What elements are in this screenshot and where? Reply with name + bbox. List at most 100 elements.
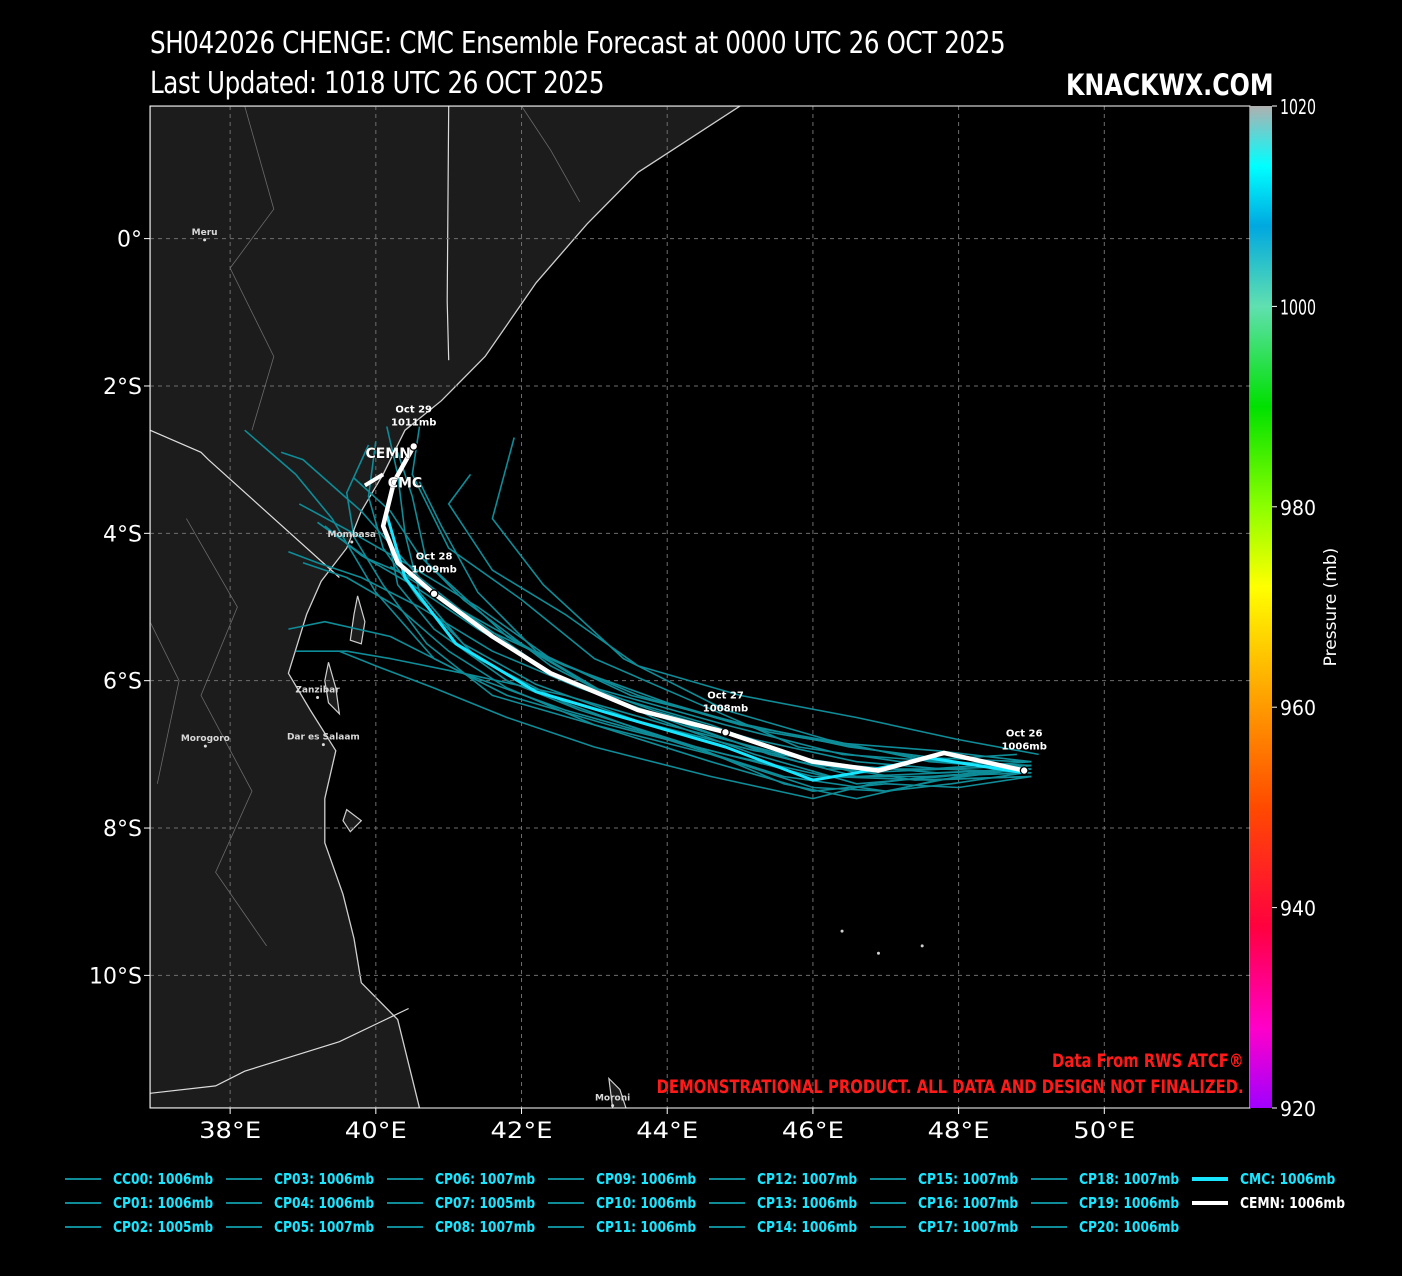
x-tick-label: 40°E (345, 1119, 407, 1144)
track-cp09 (288, 550, 1025, 778)
legend-label: CP09: 1006mb (596, 1170, 697, 1188)
country-border-2 (150, 1007, 409, 1094)
legend-swatch (1031, 1226, 1067, 1228)
legend-item-cp10: CP10: 1006mb (548, 1192, 718, 1214)
y-tick-label: 6°S (103, 670, 142, 695)
legend-swatch (226, 1178, 262, 1180)
track-legend: CC00: 1006mb CP01: 1006mb CP02: 1005mb CP03… (60, 1168, 1380, 1248)
colorbar-tick-label: 940 (1280, 897, 1316, 921)
track-point-marker (721, 727, 730, 737)
region-border-2 (186, 518, 267, 947)
legend-swatch (709, 1202, 745, 1204)
legend-swatch (387, 1178, 423, 1180)
legend-item-cp06: CP06: 1007mb (387, 1168, 557, 1190)
island-0 (349, 595, 366, 645)
track-point-date: Oct 28 (416, 552, 453, 563)
legend-swatch (226, 1226, 262, 1228)
legend-label: CP15: 1007mb (918, 1170, 1019, 1188)
last-updated: Last Updated: 1018 UTC 26 OCT 2025 (150, 66, 605, 101)
colorbar-tick-label: 1020 (1280, 95, 1316, 119)
colorbar-ticks: 1020 1000 980 960 940 920 (1272, 95, 1316, 1121)
city-marker (203, 744, 207, 748)
legend-item-cp20: CP20: 1006mb (1031, 1216, 1201, 1238)
track-point-date: Oct 29 (395, 404, 432, 415)
legend-swatch (870, 1178, 906, 1180)
x-tick-label: 42°E (491, 1119, 553, 1144)
disclaimer: DEMONSTRATIONAL PRODUCT. ALL DATA AND DE… (656, 1076, 1244, 1098)
track-point-marker (1019, 766, 1029, 776)
legend-label: CP13: 1006mb (757, 1194, 858, 1212)
legend-item-cp11: CP11: 1006mb (548, 1216, 718, 1238)
site-name: KNACKWX.COM (1066, 68, 1274, 102)
legend-item-cp01: CP01: 1006mb (65, 1192, 235, 1214)
legend-item-cp04: CP04: 1006mb (226, 1192, 396, 1214)
legend-swatch (65, 1178, 101, 1180)
track-cp20 (418, 481, 1025, 763)
legend-item-cp02: CP02: 1005mb (65, 1216, 235, 1238)
x-tick-label: 44°E (636, 1119, 698, 1144)
legend-item-cp17: CP17: 1007mb (870, 1216, 1040, 1238)
city-label: Mombasa (328, 530, 376, 540)
islet-1 (876, 951, 880, 955)
legend-item-cp14: CP14: 1006mb (709, 1216, 879, 1238)
city-marker (611, 1104, 615, 1108)
lat-lon-grid (150, 106, 1250, 1108)
cemn-tail-mark (363, 472, 385, 488)
country-border-1 (150, 429, 340, 578)
map-axes: 38°E 40°E 42°E 44°E 46°E 48°E 50°E 0° 2°S 4°S 6°S 8… (89, 228, 1135, 1144)
legend-item-cc00: CC00: 1006mb (65, 1168, 235, 1190)
track-point-pressure: 1006mb (1001, 742, 1046, 753)
track-cp17 (389, 547, 1025, 800)
legend-item-cmc: CMC: 1006mb (1192, 1168, 1356, 1190)
x-tick-label: 46°E (782, 1119, 844, 1144)
colorbar-tick-label: 980 (1280, 496, 1316, 520)
islet-0 (840, 929, 844, 933)
legend-swatch (387, 1226, 423, 1228)
legend-swatch (226, 1202, 262, 1204)
y-tick-label: 2°S (103, 375, 142, 400)
legend-item-cp07: CP07: 1005mb (387, 1192, 557, 1214)
legend-label: CP04: 1006mb (274, 1194, 375, 1212)
legend-swatch (709, 1178, 745, 1180)
legend-item-cp15: CP15: 1007mb (870, 1168, 1040, 1190)
legend-swatch (1192, 1201, 1228, 1205)
chart-title: SH042026 CHENGE: CMC Ensemble Forecast a… (150, 26, 1006, 61)
legend-item-cp05: CP05: 1007mb (226, 1216, 396, 1238)
legend-item-cp19: CP19: 1006mb (1031, 1192, 1201, 1214)
country-border-0 (446, 106, 450, 361)
map-area: Meru Mombasa Zanzibar Dar es Salaam Morogoro… (150, 106, 1250, 1108)
track-cp19 (244, 429, 1032, 781)
region-border-3 (150, 621, 180, 784)
city-marker (203, 238, 207, 242)
island-1 (324, 662, 341, 716)
island-3 (608, 1076, 627, 1108)
islet-2 (920, 944, 924, 948)
legend-label: CP11: 1006mb (596, 1218, 697, 1236)
track-cp15 (339, 650, 1032, 800)
legend-label: CP18: 1007mb (1079, 1170, 1180, 1188)
legend-item-cp18: CP18: 1007mb (1031, 1168, 1201, 1190)
track-point-pressure: 1011mb (391, 417, 436, 428)
legend-swatch (548, 1226, 584, 1228)
colorbar-label: Pressure (mb) (1321, 548, 1341, 667)
track-point-pressure: 1008mb (703, 703, 748, 714)
track-point-date: Oct 27 (707, 690, 744, 701)
legend-swatch (1192, 1177, 1228, 1181)
ensemble-tracks (244, 426, 1039, 800)
legend-swatch (548, 1202, 584, 1204)
legend-label: CP20: 1006mb (1079, 1218, 1180, 1236)
city-marker (321, 743, 325, 747)
legend-label: CP14: 1006mb (757, 1218, 858, 1236)
legend-label: CP01: 1006mb (113, 1194, 214, 1212)
track-cemn (380, 444, 1027, 773)
legend-item-cp12: CP12: 1007mb (709, 1168, 879, 1190)
legend-swatch (870, 1202, 906, 1204)
x-tick-label: 38°E (199, 1119, 261, 1144)
legend-label: CP06: 1007mb (435, 1170, 536, 1188)
legend-swatch (548, 1178, 584, 1180)
legend-item-cp09: CP09: 1006mb (548, 1168, 718, 1190)
city-label: Dar es Salaam (287, 733, 360, 743)
legend-label: CEMN: 1006mb (1240, 1194, 1346, 1212)
city-label: Moroni (595, 1094, 630, 1104)
